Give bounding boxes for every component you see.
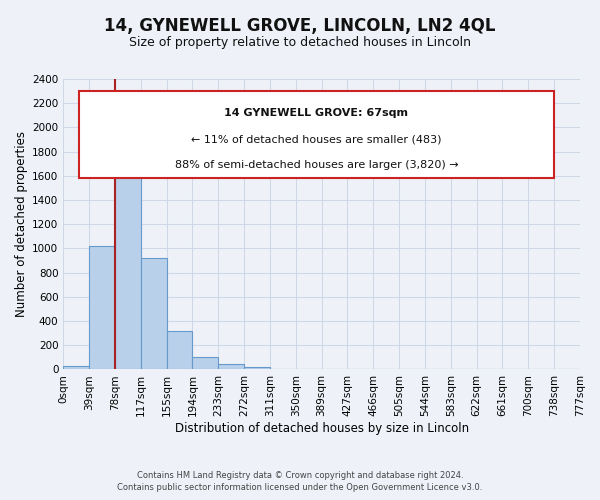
Bar	[244, 367, 270, 370]
Text: 14 GYNEWELL GROVE: 67sqm: 14 GYNEWELL GROVE: 67sqm	[224, 108, 409, 118]
Text: Contains HM Land Registry data © Crown copyright and database right 2024.
Contai: Contains HM Land Registry data © Crown c…	[118, 471, 482, 492]
Bar	[63, 366, 89, 370]
Bar	[218, 364, 244, 370]
Bar	[115, 140, 141, 370]
Text: Size of property relative to detached houses in Lincoln: Size of property relative to detached ho…	[129, 36, 471, 49]
Bar	[89, 246, 115, 370]
Bar	[167, 330, 193, 370]
Bar	[193, 357, 218, 370]
Text: ← 11% of detached houses are smaller (483): ← 11% of detached houses are smaller (48…	[191, 134, 442, 144]
FancyBboxPatch shape	[79, 90, 554, 178]
Text: 88% of semi-detached houses are larger (3,820) →: 88% of semi-detached houses are larger (…	[175, 160, 458, 170]
Y-axis label: Number of detached properties: Number of detached properties	[15, 131, 28, 317]
Bar	[141, 258, 167, 370]
Text: 14, GYNEWELL GROVE, LINCOLN, LN2 4QL: 14, GYNEWELL GROVE, LINCOLN, LN2 4QL	[104, 18, 496, 36]
X-axis label: Distribution of detached houses by size in Lincoln: Distribution of detached houses by size …	[175, 422, 469, 435]
